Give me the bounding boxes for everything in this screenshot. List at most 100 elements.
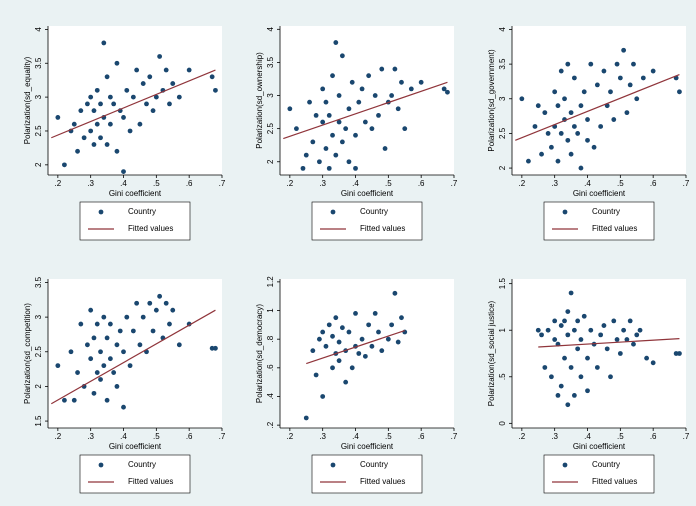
point	[568, 290, 574, 296]
point	[333, 152, 339, 158]
point	[55, 115, 61, 120]
point	[176, 342, 182, 348]
point	[555, 103, 561, 109]
fitted-line	[50, 309, 216, 405]
point	[611, 318, 617, 324]
point	[418, 79, 424, 85]
point	[575, 318, 581, 324]
y-tick-label: 4	[34, 27, 43, 32]
x-tick-label: .6	[418, 432, 425, 441]
point	[608, 374, 613, 380]
point	[604, 346, 610, 352]
point	[94, 321, 100, 327]
x-tick-label: .7	[219, 432, 226, 441]
point	[588, 61, 594, 67]
point	[634, 332, 640, 338]
x-tick-label: .2	[519, 179, 526, 188]
x-tick-label: .2	[287, 179, 294, 188]
point	[631, 341, 636, 347]
x-tick-label: .6	[650, 432, 657, 441]
point	[535, 103, 541, 109]
point	[134, 67, 140, 73]
point	[323, 343, 329, 349]
point	[624, 110, 630, 116]
y-tick-label: 2.5	[498, 127, 507, 139]
point	[346, 106, 352, 112]
y-axis-label: Polarization(sd_social justice)	[487, 300, 496, 406]
point	[552, 89, 558, 95]
point	[336, 119, 342, 125]
point	[601, 323, 607, 328]
legend-marker	[330, 462, 336, 468]
y-tick-label: 3.5	[498, 58, 507, 70]
point	[104, 142, 110, 147]
point	[535, 327, 541, 333]
point	[78, 108, 84, 114]
fitted-line	[51, 69, 216, 139]
point	[303, 415, 309, 421]
legend-label: Country	[360, 207, 388, 216]
point	[130, 328, 136, 334]
point	[101, 314, 107, 320]
point	[644, 355, 650, 361]
point	[402, 126, 408, 132]
point	[111, 370, 117, 375]
point	[336, 93, 342, 98]
x-tick-label: .6	[186, 432, 193, 441]
point	[140, 314, 146, 320]
y-tick-label: 1.5	[34, 415, 43, 427]
y-tick-label: 3.5	[266, 56, 275, 68]
point	[330, 333, 335, 339]
point	[107, 121, 113, 127]
panel: .2 .3 .4 .5 .6 .7 2 2.5 3 3.5 4 Gini coefficient Pol…	[23, 26, 226, 241]
point	[532, 124, 538, 129]
point	[137, 121, 143, 127]
point	[124, 314, 130, 320]
point	[441, 86, 447, 92]
plot-area	[512, 26, 686, 175]
point	[558, 383, 564, 389]
y-tick-label: 3	[266, 93, 275, 98]
point	[157, 293, 163, 299]
legend-marker	[562, 462, 568, 468]
point	[107, 356, 113, 362]
point	[94, 87, 100, 93]
plot-area	[280, 279, 454, 428]
point	[316, 336, 322, 342]
point	[608, 89, 613, 95]
point	[575, 131, 581, 136]
y-axis-label: Polarization(sd_competition)	[23, 303, 32, 404]
y-tick-label: 3	[34, 94, 43, 99]
point	[104, 335, 110, 341]
point	[114, 384, 120, 389]
point	[121, 115, 126, 120]
point	[134, 300, 140, 306]
point	[320, 329, 326, 335]
x-tick-label: .3	[551, 432, 558, 441]
point	[594, 82, 600, 88]
point	[640, 75, 646, 81]
point	[555, 393, 561, 398]
point	[91, 142, 97, 147]
legend-marker	[98, 209, 104, 215]
point	[578, 103, 584, 109]
point	[170, 307, 176, 313]
point	[526, 158, 531, 164]
point	[163, 67, 169, 73]
point	[213, 345, 218, 351]
x-tick-label: .3	[319, 179, 326, 188]
legend-label: Fitted values	[128, 477, 173, 486]
point	[621, 327, 627, 333]
point	[359, 86, 365, 92]
point	[621, 47, 627, 53]
point	[585, 355, 590, 361]
point	[555, 158, 561, 164]
panel: .2 .3 .4 .5 .6 .7 0 .5 1 1.5 Gini coefficient Polar…	[487, 278, 690, 494]
point	[578, 165, 584, 171]
y-tick-label: 1	[498, 327, 507, 332]
point	[568, 151, 574, 157]
point	[303, 152, 309, 158]
point	[121, 349, 126, 355]
point	[539, 151, 544, 157]
point	[167, 321, 172, 327]
